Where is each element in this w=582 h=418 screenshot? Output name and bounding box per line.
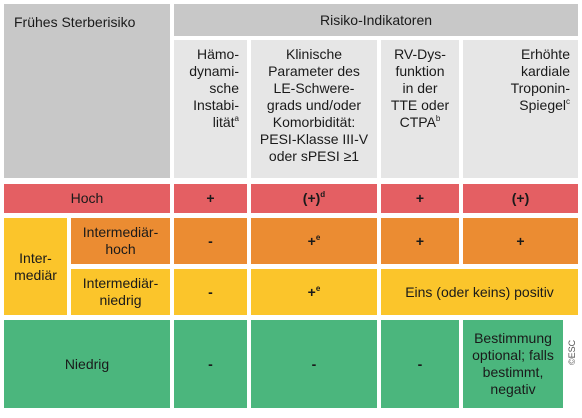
row-intermediaer-hoch-troponin: + [463, 218, 578, 264]
row-intermediaer-label: Inter- mediär [4, 218, 67, 315]
row-intermediaer-niedrig-rv-troponin: Eins (oder keins) positiv [381, 269, 578, 315]
column-rv-dysfunction-label: RV-Dys- funktion in der TTE oder CTPAb [390, 46, 450, 130]
row-niedrig-clinical: - [251, 320, 377, 408]
row-niedrig-label: Niedrig [4, 320, 170, 408]
row-intermediaer-niedrig-hemodynamic: - [174, 269, 247, 315]
column-clinical-parameters: Klinische Parameter des LE-Schwere- grad… [251, 40, 377, 178]
row-hoch-clinical: (+)d [251, 184, 377, 213]
row-niedrig-hemodynamic: - [174, 320, 247, 408]
row-hoch-hemodynamic: + [174, 184, 247, 213]
row-niedrig-rv: - [381, 320, 459, 408]
copyright-label: ©ESC [567, 339, 577, 365]
column-troponin-label: Erhöhte kardiale Troponin- Spiegelc [510, 46, 570, 113]
row-niedrig-troponin: Bestimmung optional; falls bestimmt, neg… [463, 320, 563, 408]
row-hoch-troponin: (+) [463, 184, 578, 213]
row-intermediaer-hoch-hemodynamic: - [174, 218, 247, 264]
column-hemodynamic-instability: Hämo- dynami- sche Instabi- litäta [174, 40, 247, 178]
row-intermediaer-niedrig-clinical: +e [251, 269, 377, 315]
row-hoch-label: Hoch [4, 184, 170, 213]
risk-indicators-header: Risiko-Indikatoren [174, 4, 578, 36]
column-clinical-parameters-label: Klinische Parameter des LE-Schwere- grad… [259, 46, 369, 164]
row-intermediaer-niedrig-label: Intermediär- niedrig [71, 269, 170, 315]
row-intermediaer-hoch-label: Intermediär- hoch [71, 218, 170, 264]
row-hoch-rv: + [381, 184, 459, 213]
early-mortality-risk-title: Frühes Sterberisiko [14, 14, 136, 30]
risk-indicators-title: Risiko-Indikatoren [319, 11, 433, 28]
column-rv-dysfunction: RV-Dys- funktion in der TTE oder CTPAb [381, 40, 459, 178]
early-mortality-risk-header: Frühes Sterberisiko [4, 4, 170, 178]
column-troponin: Erhöhte kardiale Troponin- Spiegelc [463, 40, 578, 178]
column-hemodynamic-label: Hämo- dynami- sche Instabi- litäta [189, 46, 239, 130]
row-intermediaer-hoch-clinical: +e [251, 218, 377, 264]
row-intermediaer-hoch-rv: + [381, 218, 459, 264]
